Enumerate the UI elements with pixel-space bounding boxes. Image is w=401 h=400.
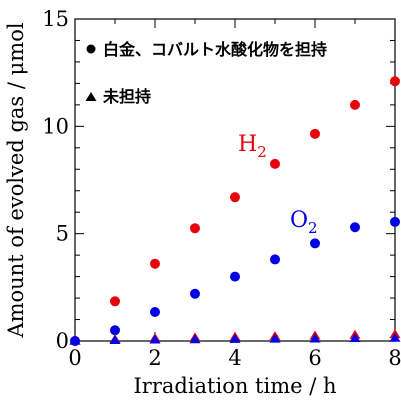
data-point-circle: [110, 296, 120, 307]
annotation-o2-sub: 2: [308, 219, 318, 237]
plot-frame: [74, 18, 396, 342]
y-tick-label: 10: [42, 114, 69, 138]
tick-labels: 0 2 4 6 8 0 5 10 15: [42, 7, 401, 370]
y-tick-label: 15: [42, 7, 69, 31]
data-point-triangle: [349, 333, 361, 343]
annotation-h2-main: H: [238, 132, 257, 157]
legend-label-unloaded: 未担持: [102, 87, 151, 106]
x-tick-label: 2: [148, 346, 161, 370]
ticks: [74, 18, 396, 342]
data-point-circle: [390, 76, 400, 87]
annotation-h2: H2: [238, 132, 267, 161]
legend: 白金、コバルト水酸化物を担持 未担持: [85, 40, 327, 106]
data-point-circle: [110, 325, 120, 336]
legend-label-loaded: 白金、コバルト水酸化物を担持: [103, 40, 327, 59]
data-point-circle: [310, 238, 320, 249]
annotation-o2: O2: [290, 208, 318, 237]
data-point-triangle: [189, 334, 201, 344]
data-points: [69, 76, 401, 346]
data-point-triangle: [269, 333, 281, 343]
data-point-triangle: [389, 332, 401, 342]
data-point-circle: [310, 128, 320, 139]
data-point-circle: [190, 288, 200, 299]
data-point-circle: [350, 222, 360, 233]
x-tick-label: 0: [68, 346, 81, 370]
data-point-triangle: [229, 333, 241, 343]
y-tick-label: 5: [56, 222, 69, 246]
data-point-circle: [390, 216, 400, 227]
data-point-circle: [350, 99, 360, 110]
data-point-circle: [190, 223, 200, 234]
x-tick-label: 8: [388, 346, 401, 370]
data-point-circle: [270, 158, 280, 169]
y-axis-title: Amount of evolved gas / μmol: [4, 22, 28, 338]
x-axis-title: Irradiation time / h: [133, 374, 336, 398]
annotation-o2-main: O: [290, 208, 308, 233]
x-tick-label: 6: [308, 346, 321, 370]
data-point-circle: [230, 192, 240, 203]
y-tick-label: 0: [56, 329, 69, 353]
data-point-circle: [150, 307, 160, 318]
data-point-circle: [230, 271, 240, 282]
data-point-circle: [270, 254, 280, 265]
legend-marker-circle: [86, 44, 96, 54]
data-point-triangle: [149, 334, 161, 344]
data-point-circle: [150, 258, 160, 269]
data-point-triangle: [309, 333, 321, 343]
legend-marker-triangle: [85, 92, 97, 101]
annotation-h2-sub: 2: [257, 143, 267, 161]
data-point-triangle: [69, 335, 81, 345]
data-point-triangle: [109, 334, 121, 344]
x-tick-label: 4: [228, 346, 241, 370]
